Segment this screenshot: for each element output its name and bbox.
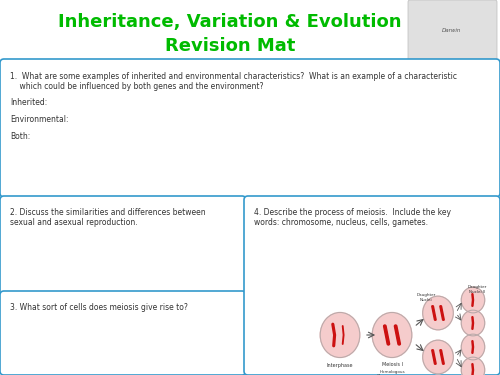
Text: Inheritance, Variation & Evolution: Inheritance, Variation & Evolution: [58, 13, 402, 31]
FancyBboxPatch shape: [0, 291, 246, 375]
Text: 3. What sort of cells does meiosis give rise to?: 3. What sort of cells does meiosis give …: [10, 303, 188, 312]
Text: Daughter
Nuclei II: Daughter Nuclei II: [468, 285, 486, 294]
Text: Environmental:: Environmental:: [10, 115, 68, 124]
Text: Both:: Both:: [10, 132, 30, 141]
Ellipse shape: [422, 340, 454, 374]
Text: Darwin: Darwin: [442, 28, 462, 33]
Ellipse shape: [462, 357, 484, 375]
Text: which could be influenced by both genes and the environment?: which could be influenced by both genes …: [10, 82, 264, 91]
FancyBboxPatch shape: [408, 0, 497, 62]
Text: Homologous
Chromosomes: Homologous Chromosomes: [377, 369, 407, 375]
Text: Revision Mat: Revision Mat: [165, 37, 295, 55]
Ellipse shape: [320, 312, 360, 357]
Text: 4. Describe the process of meiosis.  Include the key
words: chromosome, nucleus,: 4. Describe the process of meiosis. Incl…: [254, 208, 451, 227]
Ellipse shape: [462, 287, 484, 313]
Text: Interphase: Interphase: [327, 363, 353, 368]
Text: Daughter
Nuclei: Daughter Nuclei: [416, 293, 436, 302]
Text: 1.  What are some examples of inherited and environmental characteristics?  What: 1. What are some examples of inherited a…: [10, 72, 457, 81]
Ellipse shape: [462, 334, 484, 360]
Ellipse shape: [462, 310, 484, 336]
Ellipse shape: [422, 296, 454, 330]
Ellipse shape: [372, 312, 412, 357]
Text: Meiosis I: Meiosis I: [382, 363, 402, 368]
FancyBboxPatch shape: [0, 196, 246, 299]
FancyBboxPatch shape: [0, 59, 500, 197]
Text: 2. Discuss the similarities and differences between
sexual and asexual reproduct: 2. Discuss the similarities and differen…: [10, 208, 205, 227]
FancyBboxPatch shape: [244, 196, 500, 375]
Text: Inherited:: Inherited:: [10, 98, 47, 107]
